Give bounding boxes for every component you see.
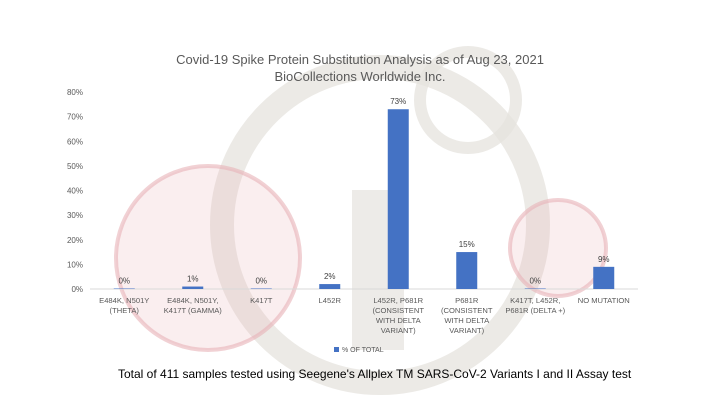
watermark-large-ring (210, 55, 550, 395)
x-tick-label: VARIANT) (449, 326, 484, 335)
data-label: 15% (459, 240, 475, 249)
bar (113, 288, 135, 290)
x-tick-label: K417T (GAMMA) (164, 306, 223, 315)
x-tick-label: VARIANT) (381, 326, 416, 335)
y-tick-label: 10% (67, 260, 83, 269)
x-tick-label: K417T, L452R, (510, 296, 560, 305)
x-tick-label: (THETA) (110, 306, 140, 315)
y-tick-label: 40% (67, 187, 83, 196)
bar (182, 286, 204, 289)
footnote: Total of 411 samples tested using Seegen… (118, 367, 632, 381)
x-tick-label: E484K, N501Y (99, 296, 149, 305)
watermark-small-ring (414, 46, 522, 154)
chart-subtitle: BioCollections Worldwide Inc. (274, 69, 446, 84)
bar (250, 288, 272, 290)
bar (456, 252, 478, 289)
bar (593, 266, 615, 289)
watermark-left-pink-circle (114, 164, 302, 352)
x-tick-label: NO MUTATION (578, 296, 630, 305)
x-tick-label: (CONSISTENT (441, 306, 493, 315)
bar (387, 109, 409, 289)
x-tick-label: P681R (DELTA +) (505, 306, 565, 315)
data-label: 9% (598, 255, 610, 264)
chart-title: Covid-19 Spike Protein Substitution Anal… (176, 52, 544, 67)
legend-label: % OF TOTAL (342, 347, 384, 354)
x-tick-label: L452R, P681R (373, 296, 423, 305)
data-label: 0% (529, 277, 541, 286)
x-tick-label: K417T (250, 296, 273, 305)
y-tick-label: 50% (67, 162, 83, 171)
data-label: 1% (187, 275, 199, 284)
bar (524, 288, 546, 290)
bar (319, 284, 341, 289)
y-tick-label: 0% (71, 285, 83, 294)
x-tick-label: L452R (319, 296, 342, 305)
data-label: 73% (390, 97, 406, 106)
data-label: 2% (324, 272, 336, 281)
watermark-right-pink-circle (508, 198, 608, 298)
x-tick-label: WITH DELTA (444, 316, 490, 325)
data-label: 0% (118, 277, 130, 286)
y-tick-label: 70% (67, 113, 83, 122)
y-tick-label: 60% (67, 137, 83, 146)
y-tick-label: 80% (67, 88, 83, 97)
x-tick-label: WITH DELTA (376, 316, 422, 325)
y-tick-label: 20% (67, 236, 83, 245)
x-tick-label: E484K, N501Y, (167, 296, 218, 305)
x-tick-label: (CONSISTENT (373, 306, 425, 315)
y-tick-label: 30% (67, 211, 83, 220)
legend-swatch (334, 347, 339, 352)
data-label: 0% (255, 277, 267, 286)
x-tick-label: P681R (455, 296, 479, 305)
